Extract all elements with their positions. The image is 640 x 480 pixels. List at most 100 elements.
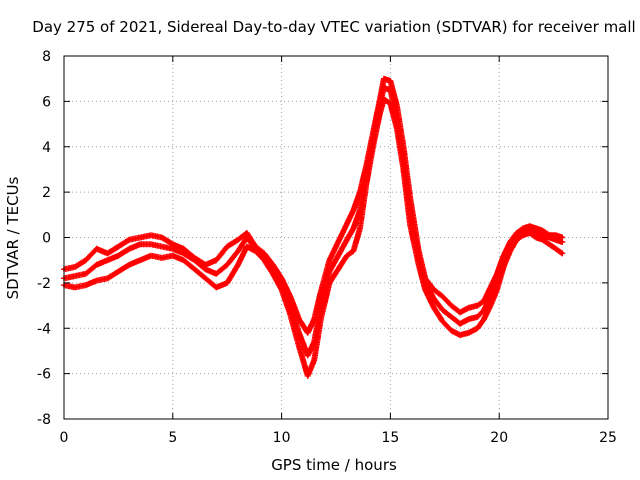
data-point bbox=[389, 79, 392, 83]
data-point bbox=[271, 272, 275, 275]
data-point bbox=[561, 236, 564, 239]
data-point bbox=[432, 288, 436, 291]
data-point bbox=[336, 268, 340, 271]
data-point bbox=[297, 345, 301, 348]
data-point bbox=[521, 231, 525, 235]
data-point bbox=[528, 229, 531, 232]
data-point bbox=[160, 245, 164, 248]
data-point bbox=[73, 274, 77, 278]
data-point bbox=[84, 272, 87, 275]
data-point bbox=[289, 304, 292, 307]
data-point bbox=[389, 88, 392, 92]
data-point bbox=[345, 238, 349, 241]
data-point bbox=[236, 263, 240, 266]
y-tick-label: -4 bbox=[37, 321, 51, 337]
data-point bbox=[424, 281, 427, 285]
data-point bbox=[515, 231, 518, 235]
data-point bbox=[548, 236, 551, 239]
data-point bbox=[306, 354, 309, 357]
data-point bbox=[95, 247, 98, 251]
x-tick-label: 15 bbox=[381, 430, 399, 446]
data-point bbox=[450, 315, 453, 319]
data-point bbox=[489, 295, 492, 298]
data-point bbox=[245, 231, 248, 235]
data-point bbox=[382, 86, 386, 89]
data-point bbox=[417, 256, 420, 260]
data-point bbox=[441, 320, 444, 323]
x-tick-label: 25 bbox=[599, 430, 617, 446]
data-point bbox=[271, 265, 275, 269]
data-point bbox=[476, 327, 479, 330]
data-point bbox=[371, 138, 375, 142]
data-point bbox=[254, 247, 257, 251]
data-point bbox=[476, 304, 479, 307]
data-point bbox=[489, 286, 492, 289]
data-point bbox=[171, 243, 174, 246]
data-point bbox=[432, 306, 436, 310]
data-point bbox=[117, 254, 120, 257]
data-point bbox=[128, 263, 131, 266]
data-point bbox=[171, 247, 174, 251]
data-point bbox=[117, 245, 120, 248]
chart-title: Day 275 of 2021, Sidereal Day-to-day VTE… bbox=[32, 18, 635, 36]
data-point bbox=[554, 234, 557, 237]
data-point bbox=[328, 270, 331, 273]
data-point bbox=[236, 238, 240, 241]
data-point bbox=[395, 118, 399, 121]
x-tick-label: 5 bbox=[168, 430, 177, 446]
data-point bbox=[345, 254, 349, 257]
data-point bbox=[297, 317, 301, 321]
y-tick-label: 2 bbox=[42, 185, 51, 201]
data-point bbox=[73, 265, 77, 269]
data-point bbox=[482, 299, 486, 303]
data-point bbox=[482, 317, 486, 321]
data-point bbox=[128, 247, 131, 251]
data-point bbox=[245, 245, 248, 248]
x-tick-label: 10 bbox=[273, 430, 291, 446]
data-point bbox=[171, 254, 174, 257]
y-tick-label: 8 bbox=[42, 49, 51, 65]
y-tick-label: -2 bbox=[37, 276, 51, 292]
data-point bbox=[458, 311, 462, 314]
data-point bbox=[182, 252, 185, 255]
data-point bbox=[336, 240, 340, 244]
data-point bbox=[402, 159, 405, 162]
data-point bbox=[458, 333, 462, 337]
data-point bbox=[528, 224, 531, 228]
data-point bbox=[521, 227, 525, 230]
y-tick-label: 4 bbox=[42, 140, 51, 156]
data-point bbox=[138, 243, 142, 246]
data-point bbox=[345, 222, 349, 226]
data-point bbox=[554, 238, 557, 241]
data-point bbox=[313, 317, 316, 321]
data-point bbox=[328, 258, 331, 262]
data-point bbox=[476, 315, 479, 319]
data-point bbox=[489, 304, 492, 307]
data-point bbox=[95, 263, 98, 266]
data-point bbox=[73, 286, 77, 289]
y-axis-label: SDTVAR / TECUs bbox=[4, 176, 22, 299]
data-point bbox=[441, 295, 444, 298]
data-point bbox=[313, 358, 316, 362]
data-point bbox=[84, 258, 87, 262]
data-point bbox=[502, 258, 505, 262]
data-point bbox=[482, 308, 486, 312]
data-point bbox=[160, 256, 164, 260]
data-point bbox=[336, 254, 340, 257]
data-point bbox=[204, 268, 207, 271]
y-tick-label: -6 bbox=[37, 367, 51, 383]
x-axis-label: GPS time / hours bbox=[271, 456, 397, 474]
data-point bbox=[467, 317, 470, 321]
data-point bbox=[182, 258, 185, 262]
x-tick-label: 0 bbox=[60, 430, 69, 446]
data-point bbox=[306, 374, 309, 378]
data-point bbox=[561, 240, 564, 244]
data-point bbox=[408, 209, 412, 212]
x-tick-label: 20 bbox=[490, 430, 508, 446]
data-point bbox=[382, 77, 386, 80]
data-point bbox=[95, 279, 98, 282]
data-point bbox=[160, 236, 164, 239]
data-point bbox=[182, 247, 185, 251]
data-point bbox=[226, 245, 229, 248]
